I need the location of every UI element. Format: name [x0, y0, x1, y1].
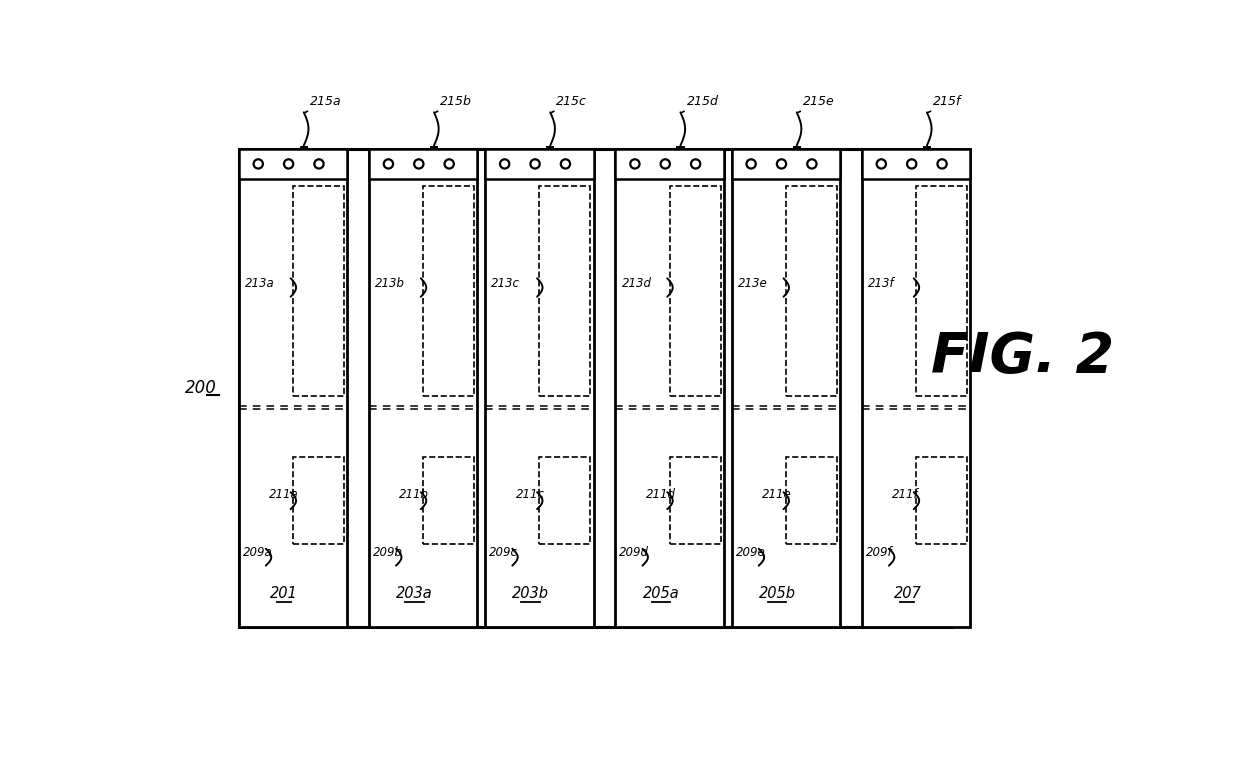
Text: 215f: 215f — [934, 95, 961, 109]
Bar — [615, 149, 724, 626]
Text: 213a: 213a — [246, 277, 274, 290]
Text: 200: 200 — [185, 379, 217, 397]
Bar — [293, 186, 343, 396]
Bar — [370, 149, 477, 178]
Text: 213d: 213d — [621, 277, 651, 290]
Text: 215a: 215a — [310, 95, 342, 109]
Bar — [238, 149, 952, 626]
Bar — [423, 457, 474, 544]
Text: 215e: 215e — [804, 95, 835, 109]
Text: 203a: 203a — [396, 586, 433, 601]
Text: 215b: 215b — [440, 95, 472, 109]
Text: 207: 207 — [894, 586, 921, 601]
Bar — [862, 149, 971, 626]
Bar — [786, 457, 837, 544]
Bar — [370, 149, 477, 626]
Bar — [615, 149, 724, 178]
Bar — [732, 149, 841, 178]
Text: 203b: 203b — [512, 586, 549, 601]
Bar — [238, 149, 347, 626]
Text: 211c: 211c — [516, 488, 544, 501]
Text: 213f: 213f — [868, 277, 894, 290]
Text: 211a: 211a — [269, 488, 299, 501]
Bar — [238, 149, 347, 178]
Text: 209d: 209d — [619, 546, 650, 559]
Text: 209a: 209a — [243, 546, 273, 559]
Bar — [423, 186, 474, 396]
Bar — [539, 457, 590, 544]
Text: 213e: 213e — [738, 277, 768, 290]
Text: 215d: 215d — [687, 95, 718, 109]
Bar — [862, 149, 971, 178]
Text: 209b: 209b — [373, 546, 403, 559]
Text: 201: 201 — [270, 586, 298, 601]
Bar — [732, 149, 841, 626]
Text: 213c: 213c — [491, 277, 521, 290]
Bar — [786, 186, 837, 396]
Bar — [539, 186, 590, 396]
Text: 209e: 209e — [735, 546, 765, 559]
Bar — [293, 457, 343, 544]
Text: 205a: 205a — [642, 586, 680, 601]
Bar — [670, 457, 720, 544]
Text: 215c: 215c — [557, 95, 588, 109]
Text: 211b: 211b — [399, 488, 429, 501]
Bar — [670, 186, 720, 396]
Text: 213b: 213b — [374, 277, 405, 290]
Text: 211f: 211f — [893, 488, 919, 501]
Bar — [916, 457, 967, 544]
Text: 209c: 209c — [489, 546, 518, 559]
Text: 205b: 205b — [759, 586, 796, 601]
Text: 211d: 211d — [646, 488, 676, 501]
Bar — [485, 149, 594, 178]
Bar — [916, 186, 967, 396]
Text: 209f: 209f — [866, 546, 893, 559]
Text: 211e: 211e — [761, 488, 791, 501]
Text: FIG. 2: FIG. 2 — [931, 330, 1115, 384]
Bar — [485, 149, 594, 626]
